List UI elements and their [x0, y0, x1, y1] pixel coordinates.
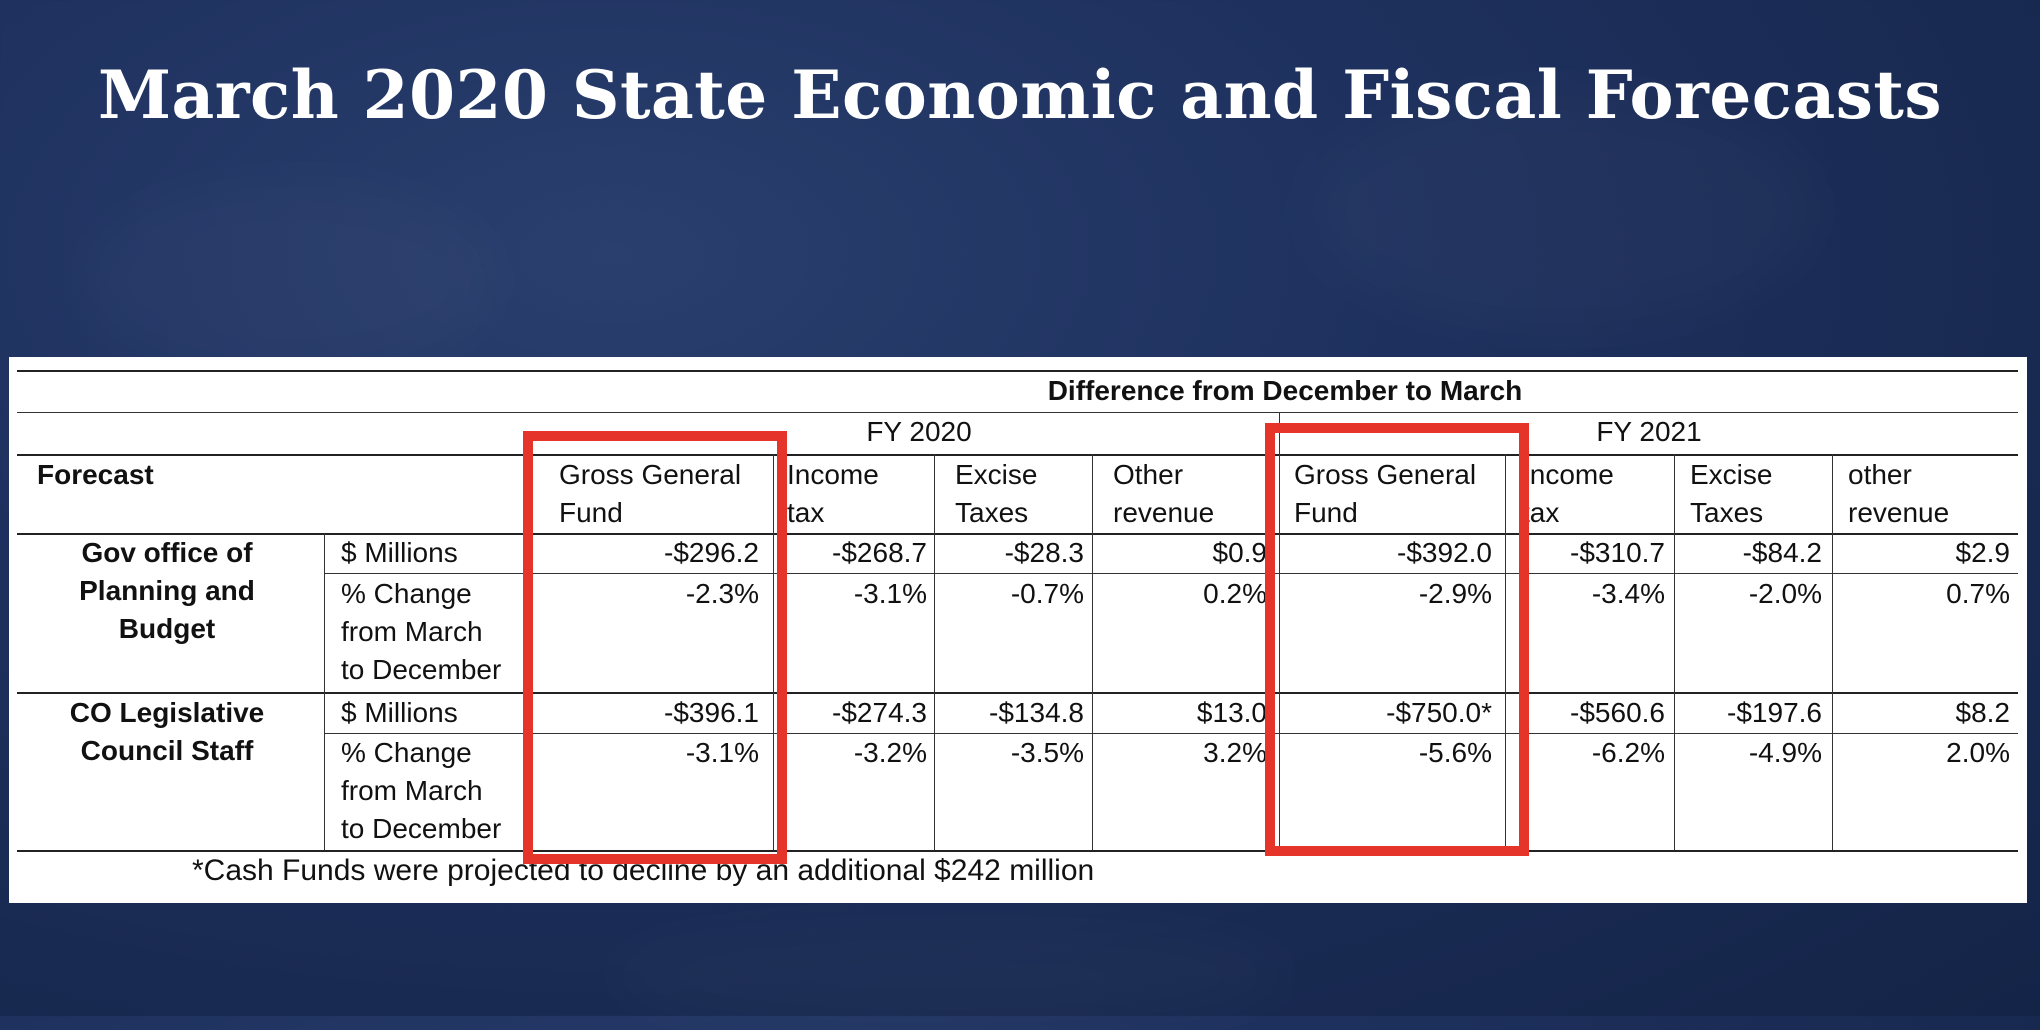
- table-cell: -$28.3: [1004, 537, 1084, 568]
- col-header-line: other: [1848, 459, 1912, 490]
- col-header-line: Fund: [559, 497, 623, 528]
- table-cell: -$310.7: [1570, 537, 1665, 568]
- col-divider: [1505, 454, 1506, 850]
- table-cell: -$296.2: [664, 537, 759, 568]
- rule-under-column-headers: [17, 533, 2018, 535]
- highlight-box-fy2021-gross-general-fund: [1265, 423, 1529, 856]
- highlight-box-fy2020-gross-general-fund: [523, 431, 787, 864]
- table-cell: $13.0: [1196, 697, 1267, 728]
- col-header-fy2020-gross-general-fund: Gross General Fund: [559, 456, 741, 532]
- rule-between-groups: [17, 692, 2018, 694]
- col-header-line: Other: [1113, 459, 1184, 490]
- row-label-pct-change: % Change from March to December: [341, 575, 501, 689]
- group-name-line: Planning and: [79, 575, 255, 606]
- group-name-line: Gov office of: [81, 537, 253, 568]
- table-cell: -6.2%: [1591, 737, 1665, 768]
- group-name-line: Council Staff: [80, 735, 254, 766]
- rule-under-superheader: [17, 412, 2018, 413]
- col-divider: [773, 454, 774, 850]
- col-header-fy2021-income-tax: Income tax: [1522, 456, 1614, 532]
- table-cell: 2.0%: [1946, 737, 2010, 768]
- table-cell: -$396.1: [664, 697, 759, 728]
- slide-title: March 2020 State Economic and Fiscal For…: [97, 56, 1943, 134]
- table-cell: -4.9%: [1748, 737, 1822, 768]
- row-label-line: % Change: [341, 578, 472, 609]
- col-header-line: revenue: [1113, 497, 1215, 528]
- table-cell: -3.5%: [1010, 737, 1084, 768]
- table-bottom-rule: [17, 850, 2018, 852]
- col-divider: [324, 533, 325, 850]
- table-cell: 3.2%: [1203, 737, 1267, 768]
- rule-under-fy: [17, 454, 2018, 456]
- table-cell: -3.1%: [685, 737, 759, 768]
- table-cell: -$750.0*: [1386, 697, 1492, 728]
- row-label-line: from March: [341, 616, 483, 647]
- table-cell: -3.4%: [1591, 578, 1665, 609]
- group-name-gov-office: Gov office of Planning and Budget: [17, 534, 317, 648]
- col-header-fy2020-income-tax: Income tax: [787, 456, 879, 532]
- row-label-line: % Change: [341, 737, 472, 768]
- col-header-line: Gross General: [559, 459, 742, 490]
- group-name-co-legislative: CO Legislative Council Staff: [17, 694, 317, 770]
- table-cell: -2.0%: [1748, 578, 1822, 609]
- col-header-line: Excise: [1690, 459, 1773, 490]
- col-header-fy2020-other-revenue: Other revenue: [1113, 456, 1214, 532]
- group-name-line: CO Legislative: [69, 697, 265, 728]
- row-label-millions: $ Millions: [341, 534, 458, 572]
- fy-2021-header: FY 2021: [1596, 416, 1702, 447]
- table-cell: -2.9%: [1418, 578, 1492, 609]
- row-label-line: to December: [341, 654, 502, 685]
- super-header: Difference from December to March: [1047, 375, 1523, 406]
- table-cell: -$268.7: [832, 537, 927, 568]
- table-cell: $8.2: [1955, 697, 2011, 728]
- table-cell: $0.9: [1212, 537, 1268, 568]
- forecast-table: Difference from December to March FY 202…: [9, 357, 2027, 903]
- group-name-line: Budget: [118, 613, 216, 644]
- col-divider: [1092, 454, 1093, 850]
- table-cell: -3.1%: [853, 578, 927, 609]
- col-header-fy2021-other-revenue: other revenue: [1848, 456, 1949, 532]
- table-cell: -$392.0: [1397, 537, 1492, 568]
- col-header-line: Gross General: [1294, 459, 1477, 490]
- col-header-line: Taxes: [955, 497, 1029, 528]
- table-cell: -$197.6: [1727, 697, 1822, 728]
- fy-2020-header: FY 2020: [866, 416, 972, 447]
- col-header-fy2021-excise-taxes: Excise Taxes: [1690, 456, 1772, 532]
- col-divider: [1832, 454, 1833, 850]
- col-header-line: revenue: [1848, 497, 1950, 528]
- col-header-fy2021-gross-general-fund: Gross General Fund: [1294, 456, 1476, 532]
- table-top-rule: [17, 370, 2018, 372]
- col-header-fy2020-excise-taxes: Excise Taxes: [955, 456, 1037, 532]
- row-label-pct-change: % Change from March to December: [341, 734, 501, 848]
- col-header-line: tax: [787, 497, 825, 528]
- row-label-line: $ Millions: [341, 697, 458, 728]
- row-label-millions: $ Millions: [341, 694, 458, 732]
- forecast-label: Forecast: [37, 459, 154, 490]
- col-header-line: tax: [1522, 497, 1560, 528]
- table-cell: -$560.6: [1570, 697, 1665, 728]
- col-header-line: Taxes: [1690, 497, 1764, 528]
- table-cell: -$84.2: [1742, 537, 1822, 568]
- col-header-line: Income: [787, 459, 879, 490]
- table-cell: -3.2%: [853, 737, 927, 768]
- table-cell: $2.9: [1955, 537, 2011, 568]
- col-divider: [934, 454, 935, 850]
- row-label-line: from March: [341, 775, 483, 806]
- table-cell: 0.2%: [1203, 578, 1267, 609]
- col-header-line: Income: [1522, 459, 1614, 490]
- table-cell: 0.7%: [1946, 578, 2010, 609]
- col-header-line: Fund: [1294, 497, 1358, 528]
- rule-gov-mid: [324, 573, 2018, 574]
- col-divider: [1279, 412, 1280, 850]
- col-divider: [1674, 454, 1675, 850]
- table-cell: -2.3%: [685, 578, 759, 609]
- table-cell: -$274.3: [832, 697, 927, 728]
- table-cell: -5.6%: [1418, 737, 1492, 768]
- rule-leg-mid: [324, 733, 2018, 734]
- col-header-line: Excise: [955, 459, 1038, 490]
- row-label-line: to December: [341, 813, 502, 844]
- table-cell: -$134.8: [989, 697, 1084, 728]
- table-cell: -0.7%: [1010, 578, 1084, 609]
- row-label-line: $ Millions: [341, 537, 458, 568]
